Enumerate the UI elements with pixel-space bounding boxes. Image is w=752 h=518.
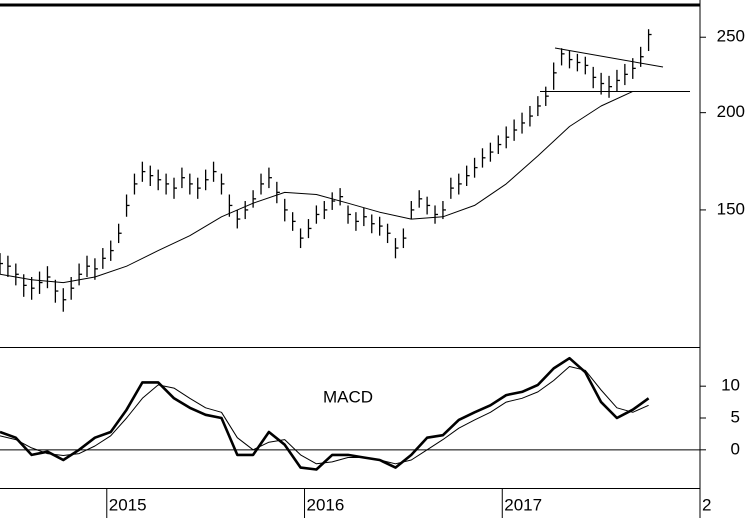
- y-tick-label: 250: [717, 27, 745, 46]
- trend-line: [554, 47, 664, 68]
- x-tick-label: 2016: [307, 495, 345, 514]
- y-tick-label: 200: [717, 102, 745, 121]
- y-tick-label: 10: [721, 376, 740, 395]
- x-tick-label: 2: [702, 495, 711, 514]
- y-tick-label: 0: [731, 439, 740, 458]
- moving-average: [0, 90, 634, 284]
- x-tick-label: 2017: [504, 495, 542, 514]
- x-tick-label: 2015: [109, 495, 147, 514]
- y-tick-label: 5: [731, 407, 740, 426]
- macd-line: [0, 366, 649, 465]
- macd-line: [0, 356, 650, 471]
- y-tick-label: 150: [717, 199, 745, 218]
- macd-label: MACD: [323, 387, 373, 406]
